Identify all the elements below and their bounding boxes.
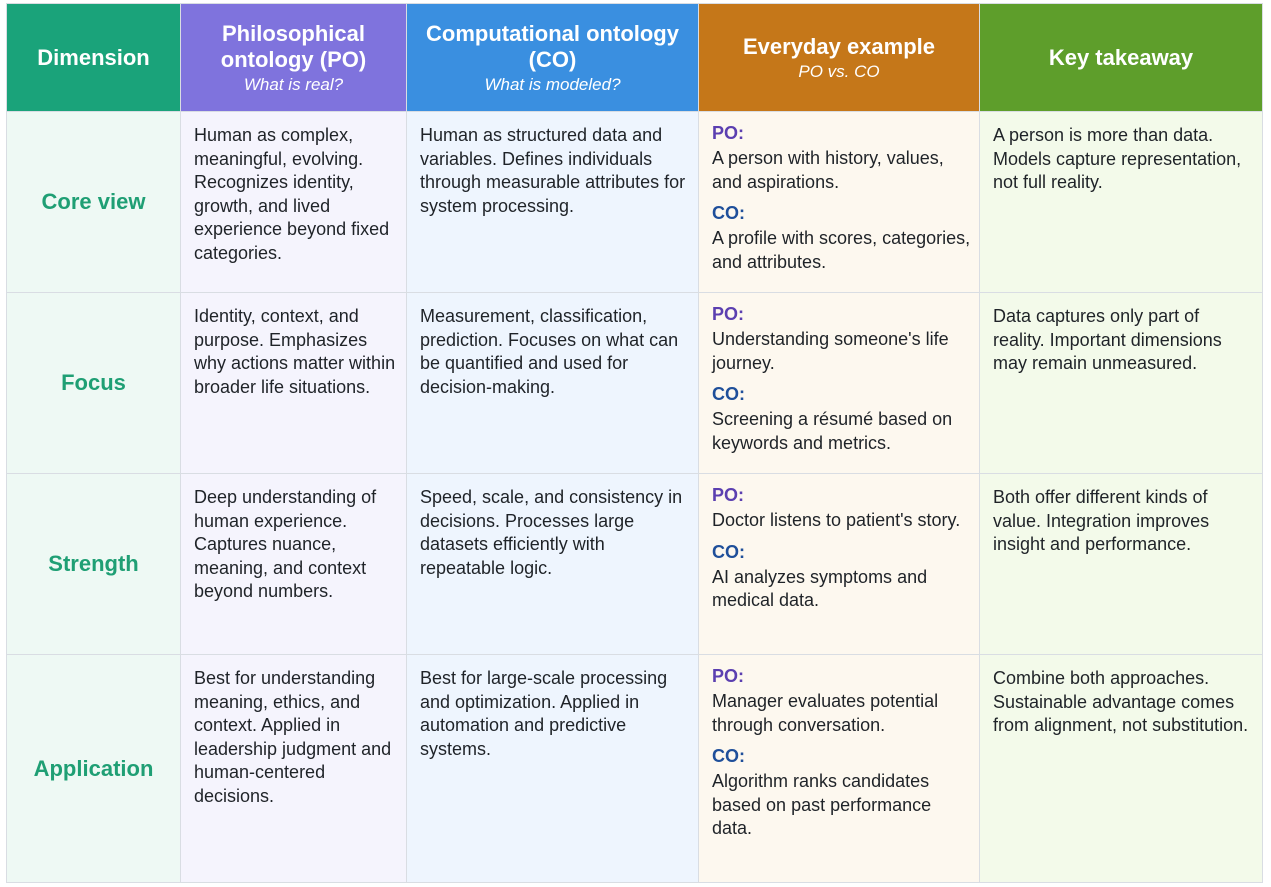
dimension-cell: Core view	[6, 111, 181, 293]
header-po-subtitle: What is real?	[243, 74, 344, 94]
example-po-text: A person with history, values, and aspir…	[712, 148, 944, 192]
example-co-text: Algorithm ranks candidates based on past…	[712, 771, 932, 838]
dimension-cell: Application	[6, 654, 181, 883]
po-tag: PO:	[712, 123, 745, 143]
header-everyday-example: Everyday example PO vs. CO	[698, 3, 980, 112]
table-row: Focus Identity, context, and purpose. Em…	[6, 292, 1263, 474]
header-key-takeaway: Key takeaway	[979, 3, 1263, 112]
example-po-text: Doctor listens to patient's story.	[712, 510, 961, 530]
header-philosophical: Philosophical ontology (PO) What is real?	[180, 3, 407, 112]
takeaway-cell: A person is more than data. Models captu…	[979, 111, 1263, 293]
header-co-title: Computational ontology (CO)	[426, 20, 679, 72]
example-cell: PO: A person with history, values, and a…	[698, 111, 980, 293]
po-cell: Human as complex, meaningful, evolving. …	[180, 111, 407, 293]
po-cell: Identity, context, and purpose. Emphasiz…	[180, 292, 407, 474]
header-takeaway-title: Key takeaway	[1048, 44, 1194, 70]
header-example-subtitle: PO vs. CO	[798, 61, 880, 81]
table-row: Application Best for understanding meani…	[6, 654, 1263, 883]
example-cell: PO: Doctor listens to patient's story. C…	[698, 473, 980, 655]
co-tag: CO:	[712, 203, 745, 223]
example-co-text: A profile with scores, categories, and a…	[712, 228, 971, 272]
example-po-text: Manager evaluates potential through conv…	[712, 691, 939, 735]
table-row: Strength Deep understanding of human exp…	[6, 473, 1263, 655]
header-po-title: Philosophical ontology (PO)	[220, 20, 367, 72]
co-tag: CO:	[712, 541, 745, 562]
po-tag: PO:	[712, 666, 745, 686]
example-cell: PO: Manager evaluates potential through …	[698, 654, 980, 883]
header-dimension: Dimension	[6, 3, 181, 112]
po-tag: PO:	[712, 485, 745, 505]
co-cell: Human as structured data and variables. …	[406, 111, 699, 293]
takeaway-cell: Data captures only part of reality. Impo…	[979, 292, 1263, 474]
co-cell: Best for large-scale processing and opti…	[406, 654, 699, 883]
table-row: Core view Human as complex, meaningful, …	[6, 111, 1263, 293]
takeaway-cell: Both offer different kinds of value. Int…	[979, 473, 1263, 655]
takeaway-cell: Combine both approaches. Sustainable adv…	[979, 654, 1263, 883]
example-co-text: AI analyzes symptoms and medical data.	[712, 566, 928, 611]
header-co-subtitle: What is modeled?	[484, 74, 621, 94]
dimension-cell: Strength	[6, 473, 181, 655]
po-cell: Deep understanding of human experience. …	[180, 473, 407, 655]
example-cell: PO: Understanding someone's life journey…	[698, 292, 980, 474]
example-po-text: Understanding someone's life journey.	[712, 329, 949, 373]
co-tag: CO:	[712, 384, 745, 404]
co-tag: CO:	[712, 746, 745, 766]
co-cell: Measurement, classification, prediction.…	[406, 292, 699, 474]
header-dimension-title: Dimension	[37, 44, 150, 70]
dimension-cell: Focus	[6, 292, 181, 474]
co-cell: Speed, scale, and consistency in decisio…	[406, 473, 699, 655]
header-computational: Computational ontology (CO) What is model…	[406, 3, 699, 112]
header-row: Dimension Philosophical ontology (PO) Wha…	[6, 3, 1263, 112]
comparison-table: Dimension Philosophical ontology (PO) Wha…	[6, 3, 1263, 883]
header-example-title: Everyday example	[742, 33, 936, 59]
example-co-text: Screening a résumé based on keywords and…	[712, 409, 953, 453]
po-tag: PO:	[712, 304, 745, 324]
po-cell: Best for understanding meaning, ethics, …	[180, 654, 407, 883]
